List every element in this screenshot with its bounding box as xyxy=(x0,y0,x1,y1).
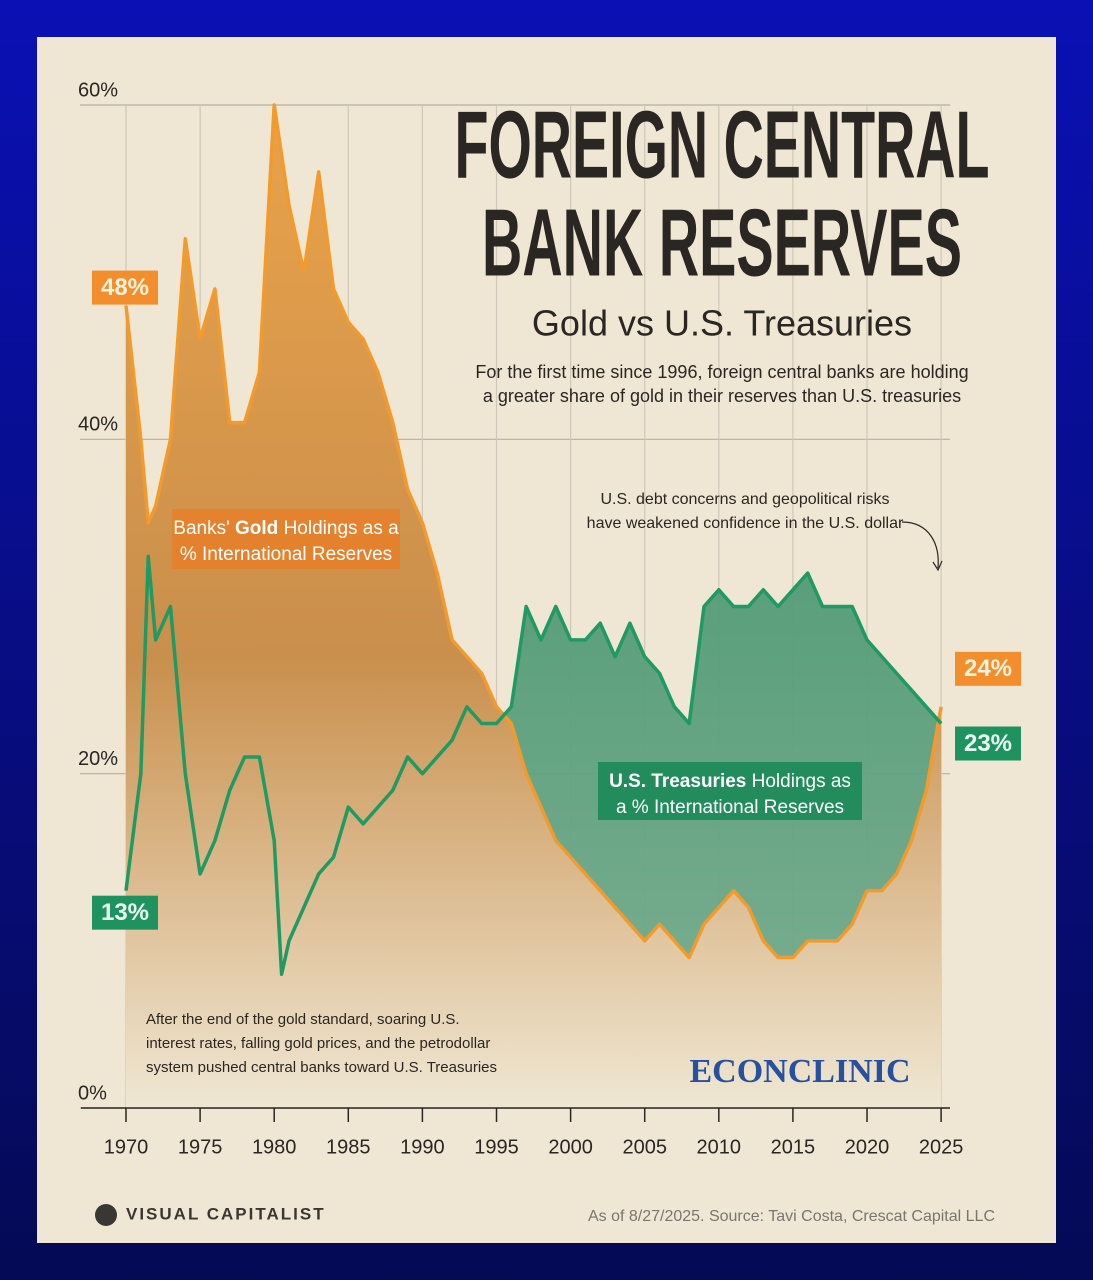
annotation-arrow xyxy=(901,521,939,569)
title-line: FOREIGN CENTRAL xyxy=(455,91,990,198)
x-tick-label: 1985 xyxy=(326,1136,371,1158)
y-tick-label: 60% xyxy=(78,79,118,101)
y-tick-label: 0% xyxy=(78,1082,107,1104)
watermark: ECONCLINIC xyxy=(689,1053,910,1090)
series-label-part: Gold xyxy=(235,518,278,539)
annotation: After the end of the gold standard, soar… xyxy=(146,1011,460,1028)
x-tick-label: 1995 xyxy=(474,1136,519,1158)
series-label-part: Holdings as a xyxy=(284,518,400,539)
title-line: BANK RESERVES xyxy=(482,189,962,296)
series-label-part: a % International Reserves xyxy=(616,797,844,818)
gold-area xyxy=(126,105,942,1108)
y-tick-label: 20% xyxy=(78,748,118,770)
annotation: have weakened confidence in the U.S. dol… xyxy=(587,515,904,532)
value-label: 13% xyxy=(101,899,149,926)
value-label-box xyxy=(955,651,1021,686)
x-tick-label: 2005 xyxy=(622,1136,667,1158)
series-label-box xyxy=(598,762,862,820)
series-label: U.S. Treasuries Holdings as xyxy=(609,771,851,792)
value-label-box xyxy=(92,895,158,930)
value-label: 23% xyxy=(964,730,1012,757)
series-label: % International Reserves xyxy=(180,544,392,565)
series-label-box xyxy=(172,509,400,569)
annotation: system pushed central banks toward U.S. … xyxy=(146,1059,497,1076)
series-label-part: U.S. Treasuries xyxy=(609,771,746,792)
brand-logo xyxy=(95,1204,117,1226)
x-tick-label: 2010 xyxy=(697,1136,742,1158)
brand: VISUAL CAPITALIST xyxy=(126,1204,326,1223)
series-label-part: Banks' xyxy=(173,518,229,539)
series-label: Banks' Gold Holdings as a xyxy=(173,518,399,539)
value-label: 48% xyxy=(101,274,149,301)
series-label-part: Holdings as xyxy=(752,771,851,792)
value-label: 24% xyxy=(964,655,1012,682)
x-tick-label: 2020 xyxy=(845,1136,890,1158)
series-label-part: % International Reserves xyxy=(180,544,392,565)
annotation: interest rates, falling gold prices, and… xyxy=(146,1035,490,1052)
subtitle: Gold vs U.S. Treasuries xyxy=(532,303,912,344)
y-tick-label: 40% xyxy=(78,414,118,436)
value-label-box xyxy=(92,270,158,305)
annotation: U.S. debt concerns and geopolitical risk… xyxy=(600,491,889,508)
value-label-box xyxy=(955,726,1021,761)
description: a greater share of gold in their reserve… xyxy=(483,386,961,406)
description: For the first time since 1996, foreign c… xyxy=(475,362,968,382)
x-tick-label: 1975 xyxy=(178,1136,223,1158)
x-tick-label: 1970 xyxy=(104,1136,149,1158)
series-line xyxy=(124,554,943,977)
x-tick-label: 2025 xyxy=(919,1136,964,1158)
x-tick-label: 2000 xyxy=(548,1136,593,1158)
x-tick-label: 1980 xyxy=(252,1136,297,1158)
x-tick-label: 1990 xyxy=(400,1136,445,1158)
series-label: a % International Reserves xyxy=(616,797,844,818)
series-line xyxy=(124,103,943,960)
annotation-arrow xyxy=(932,560,943,572)
source: As of 8/27/2025. Source: Tavi Costa, Cre… xyxy=(588,1208,995,1225)
x-tick-label: 2015 xyxy=(771,1136,816,1158)
